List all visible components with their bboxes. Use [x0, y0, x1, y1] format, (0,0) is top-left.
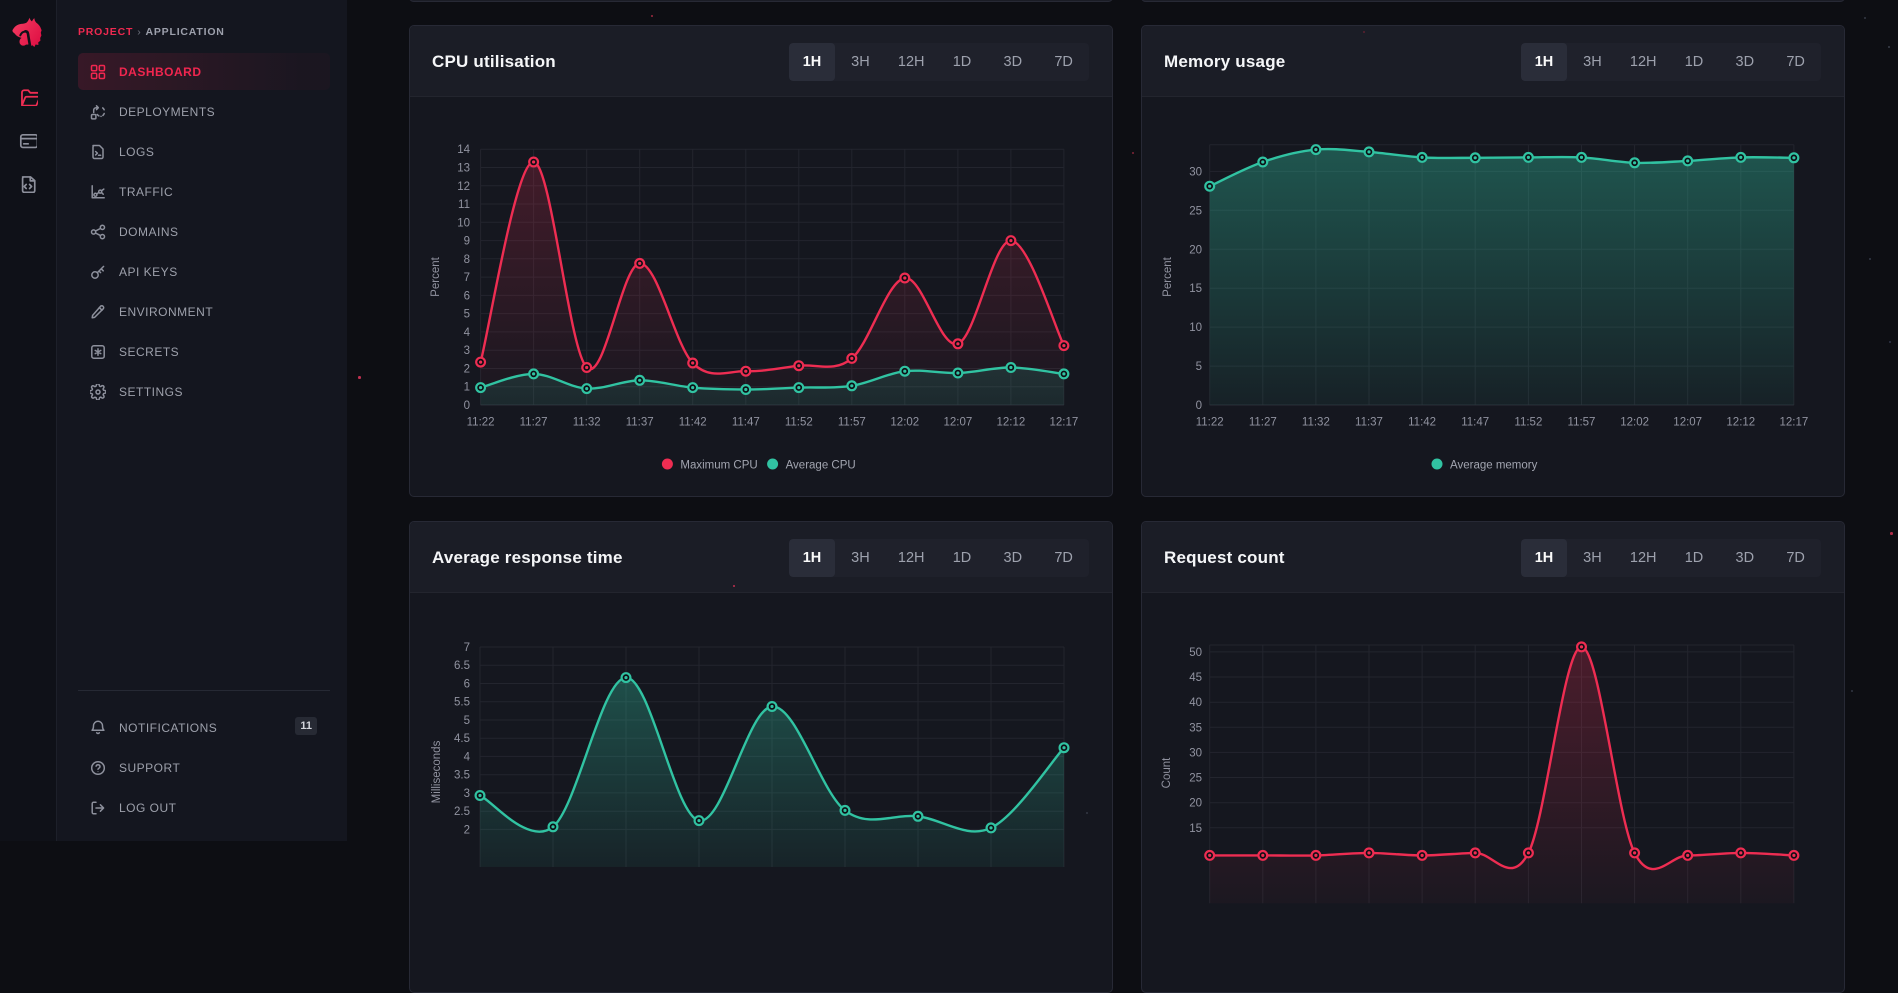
svg-text:30: 30 [1189, 166, 1202, 178]
svg-text:Average memory: Average memory [1450, 460, 1538, 472]
svg-text:12:12: 12:12 [997, 417, 1026, 429]
svg-text:12:17: 12:17 [1780, 417, 1809, 429]
svg-text:11:57: 11:57 [838, 417, 866, 429]
svg-text:11:27: 11:27 [1249, 417, 1277, 429]
svg-text:3: 3 [464, 788, 470, 800]
svg-text:5.5: 5.5 [454, 697, 470, 709]
svg-text:5: 5 [1196, 361, 1202, 373]
svg-text:4: 4 [464, 327, 471, 339]
svg-text:11:22: 11:22 [467, 417, 495, 429]
svg-text:0: 0 [1196, 400, 1202, 412]
svg-text:15: 15 [1189, 283, 1202, 295]
svg-text:6.5: 6.5 [454, 660, 470, 672]
svg-text:40: 40 [1189, 697, 1202, 709]
svg-text:11:32: 11:32 [1302, 417, 1330, 429]
svg-text:11:42: 11:42 [679, 417, 707, 429]
svg-text:25: 25 [1189, 773, 1202, 785]
svg-text:11:42: 11:42 [1408, 417, 1436, 429]
svg-text:3: 3 [464, 345, 470, 357]
svg-text:20: 20 [1189, 244, 1202, 256]
svg-text:12: 12 [457, 181, 470, 193]
svg-text:11:52: 11:52 [785, 417, 813, 429]
svg-text:Percent: Percent [1162, 256, 1174, 296]
svg-text:11:47: 11:47 [732, 417, 760, 429]
svg-text:7: 7 [464, 642, 470, 654]
svg-text:4: 4 [464, 751, 471, 763]
svg-text:11:47: 11:47 [1461, 417, 1489, 429]
svg-text:4.5: 4.5 [454, 733, 470, 745]
svg-text:6: 6 [464, 290, 470, 302]
svg-text:8: 8 [464, 254, 470, 266]
svg-text:1: 1 [464, 382, 470, 394]
svg-text:11:37: 11:37 [1355, 417, 1383, 429]
svg-text:30: 30 [1189, 747, 1202, 759]
svg-text:15: 15 [1189, 823, 1202, 835]
svg-text:11:52: 11:52 [1514, 417, 1542, 429]
svg-text:9: 9 [464, 236, 470, 248]
svg-text:10: 10 [1189, 322, 1202, 334]
svg-text:11:27: 11:27 [520, 417, 548, 429]
svg-text:25: 25 [1189, 205, 1202, 217]
svg-text:45: 45 [1189, 672, 1202, 684]
svg-text:20: 20 [1189, 798, 1202, 810]
svg-text:10: 10 [457, 217, 470, 229]
svg-text:50: 50 [1189, 647, 1202, 659]
svg-text:13: 13 [457, 163, 470, 175]
svg-text:Count: Count [1161, 757, 1173, 788]
svg-text:35: 35 [1189, 722, 1202, 734]
svg-text:12:17: 12:17 [1050, 417, 1079, 429]
svg-text:11: 11 [458, 199, 470, 211]
svg-text:Average CPU: Average CPU [786, 460, 856, 472]
svg-text:12:07: 12:07 [1673, 417, 1702, 429]
svg-text:0: 0 [464, 400, 470, 412]
svg-text:14: 14 [457, 144, 470, 156]
svg-text:11:22: 11:22 [1196, 417, 1224, 429]
svg-text:11:32: 11:32 [573, 417, 601, 429]
svg-text:12:02: 12:02 [890, 417, 919, 429]
svg-text:3.5: 3.5 [454, 770, 470, 782]
svg-text:7: 7 [464, 272, 470, 284]
svg-text:2: 2 [464, 824, 470, 836]
svg-text:6: 6 [464, 679, 470, 691]
svg-text:2.5: 2.5 [454, 806, 470, 818]
svg-text:11:57: 11:57 [1568, 417, 1596, 429]
svg-text:2: 2 [464, 364, 470, 376]
svg-text:11:37: 11:37 [626, 417, 654, 429]
svg-text:5: 5 [464, 309, 470, 321]
svg-text:12:12: 12:12 [1726, 417, 1755, 429]
svg-text:12:02: 12:02 [1620, 417, 1649, 429]
svg-text:Maximum CPU: Maximum CPU [680, 460, 757, 472]
svg-text:12:07: 12:07 [944, 417, 973, 429]
svg-text:5: 5 [464, 715, 470, 727]
svg-text:Percent: Percent [430, 256, 442, 296]
svg-text:Milliseconds: Milliseconds [431, 740, 443, 803]
